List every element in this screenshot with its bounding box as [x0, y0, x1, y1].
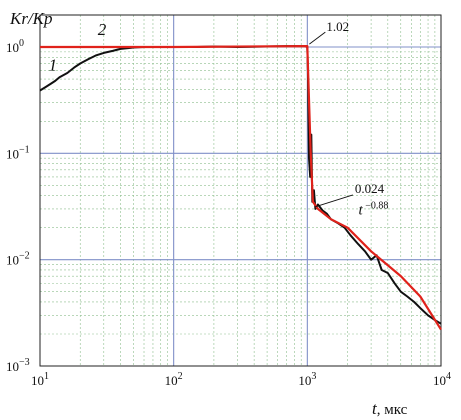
- y-tick-label-base: 10: [6, 359, 19, 374]
- y-tick-label: 10−1: [6, 144, 30, 161]
- series-layer: 12: [39, 20, 442, 331]
- x-tick-label-exp: 2: [178, 371, 183, 382]
- plot-frame: [39, 14, 442, 367]
- x-tick-label-exp: 1: [44, 371, 49, 382]
- series-line-1: [39, 45, 442, 325]
- x-tick-label-base: 10: [433, 373, 446, 388]
- y-tick-label: 100: [6, 38, 24, 55]
- y-tick-label-exp: 0: [19, 38, 24, 49]
- x-tick-label-base: 10: [165, 373, 178, 388]
- x-tick-label: 102: [165, 371, 183, 388]
- x-axis-label-var: t: [372, 399, 378, 418]
- annotation-label: 0.024: [355, 181, 385, 196]
- annotation-leader: [314, 194, 354, 208]
- y-tick-label: 10−3: [6, 357, 30, 374]
- y-axis-label: Kr/Kp: [9, 9, 53, 28]
- y-tick-label-base: 10: [6, 146, 19, 161]
- x-tick-label: 101: [31, 371, 49, 388]
- x-axis-label: t, мкс: [372, 399, 408, 418]
- annotation-label: 1.02: [326, 19, 349, 34]
- y-tick-label-exp: −2: [19, 251, 30, 262]
- y-tick-label-exp: −3: [19, 357, 30, 368]
- y-tick-label: 10−2: [6, 251, 30, 268]
- grid-minor: [40, 15, 441, 366]
- x-tick-label-exp: 4: [446, 371, 451, 382]
- y-tick-label-exp: −1: [19, 144, 30, 155]
- x-tick-label-base: 10: [298, 373, 311, 388]
- x-tick-label-base: 10: [31, 373, 44, 388]
- x-tick-labels: 101 102 103 104: [31, 371, 451, 388]
- y-tick-label-base: 10: [6, 40, 19, 55]
- annotation-leader: [309, 31, 326, 45]
- annotation-label: t −0.88: [359, 201, 389, 219]
- series-line-2: [40, 45, 442, 331]
- x-tick-label: 103: [298, 371, 316, 388]
- annotation-label-exp: −0.88: [363, 201, 389, 212]
- x-tick-label: 104: [433, 371, 451, 388]
- y-tick-label-base: 10: [6, 253, 19, 268]
- annotation-label-base: t: [359, 203, 364, 219]
- x-tick-label-exp: 3: [311, 371, 316, 382]
- x-axis-label-unit: , мкс: [377, 402, 408, 418]
- series-label-1: 1: [49, 56, 58, 75]
- series-label-2: 2: [98, 20, 107, 39]
- annotations: 1.02 0.024 t −0.88: [309, 19, 389, 219]
